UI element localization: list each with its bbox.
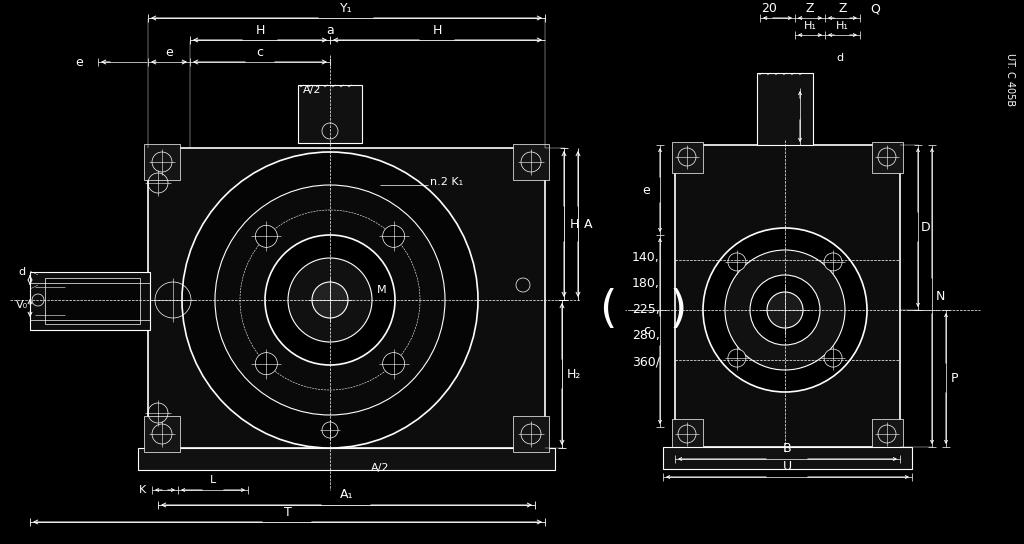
Text: H₂: H₂: [567, 368, 582, 380]
Circle shape: [312, 282, 348, 318]
Circle shape: [824, 253, 842, 271]
Text: e: e: [642, 183, 650, 196]
Text: 180,: 180,: [632, 277, 659, 290]
Text: A/2: A/2: [371, 463, 389, 473]
Text: 360/: 360/: [632, 355, 660, 368]
Text: 225,: 225,: [632, 304, 659, 317]
Text: N: N: [935, 289, 945, 302]
Text: ): ): [670, 288, 687, 331]
Bar: [672, 419, 703, 450]
Text: K: K: [138, 485, 145, 495]
Circle shape: [383, 225, 404, 248]
Text: H: H: [433, 24, 442, 38]
Bar: [144, 144, 180, 180]
Text: d: d: [18, 267, 26, 277]
Circle shape: [725, 250, 845, 370]
Circle shape: [215, 185, 445, 415]
Circle shape: [728, 253, 745, 271]
Circle shape: [750, 275, 820, 345]
Text: n.2 K₁: n.2 K₁: [430, 177, 463, 187]
Bar: [144, 416, 180, 452]
Bar: [872, 419, 903, 450]
Circle shape: [703, 228, 867, 392]
Circle shape: [255, 353, 278, 375]
Bar: [298, 85, 362, 143]
Text: H: H: [255, 24, 264, 38]
Circle shape: [288, 258, 372, 342]
Text: Q: Q: [870, 3, 880, 15]
Text: c: c: [643, 325, 650, 337]
Bar: [45, 278, 140, 324]
Circle shape: [767, 292, 803, 328]
Text: Z: Z: [806, 3, 814, 15]
Text: A/2: A/2: [303, 85, 322, 95]
Text: H₁: H₁: [836, 21, 849, 31]
Circle shape: [182, 152, 478, 448]
Text: d: d: [837, 53, 844, 63]
Circle shape: [824, 349, 842, 367]
Bar: [663, 447, 912, 469]
Text: A₁: A₁: [340, 489, 353, 502]
Bar: [513, 144, 549, 180]
Text: V₀: V₀: [16, 300, 28, 310]
Text: A: A: [584, 218, 592, 231]
Bar: [675, 145, 900, 447]
Text: M: M: [377, 285, 387, 295]
Text: P: P: [950, 372, 957, 385]
Circle shape: [255, 225, 278, 248]
Circle shape: [383, 353, 404, 375]
Text: a: a: [326, 24, 334, 38]
Text: 280,: 280,: [632, 330, 659, 343]
Bar: [672, 142, 703, 173]
Text: 20: 20: [761, 3, 777, 15]
Text: e: e: [165, 46, 173, 59]
Bar: [872, 142, 903, 173]
Bar: [30, 272, 150, 330]
Bar: [148, 148, 545, 448]
Text: T: T: [284, 505, 292, 518]
Bar: [513, 416, 549, 452]
Circle shape: [265, 235, 395, 365]
Text: H₁: H₁: [804, 21, 816, 31]
Text: L: L: [210, 475, 216, 485]
Text: B: B: [783, 442, 792, 455]
Circle shape: [728, 349, 745, 367]
Text: UT. C 405B: UT. C 405B: [1005, 53, 1015, 107]
Text: c: c: [256, 46, 263, 59]
Text: e: e: [75, 55, 83, 69]
Text: Z: Z: [839, 3, 847, 15]
Text: Y₁: Y₁: [340, 3, 353, 15]
Text: H: H: [569, 218, 579, 231]
Text: (: (: [599, 288, 616, 331]
Bar: [138, 448, 555, 470]
Text: 140,: 140,: [632, 251, 659, 264]
Bar: [757, 73, 813, 145]
Text: D: D: [922, 221, 931, 234]
Text: U: U: [783, 461, 792, 473]
